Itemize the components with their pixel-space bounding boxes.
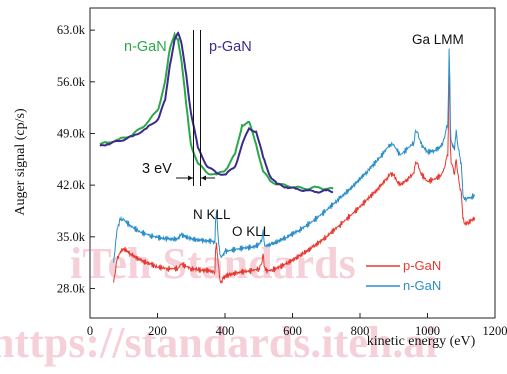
legend: p-GaN n-GaN xyxy=(366,258,441,293)
y-tick-label: 49.0k xyxy=(57,126,86,140)
x-tick-label: 600 xyxy=(283,324,302,338)
y-axis-title: Auger signal (cp/s) xyxy=(13,108,28,216)
peak-label-ga-lmm: Ga LMM xyxy=(412,32,464,47)
legend-label-p-gan: p-GaN xyxy=(403,258,441,273)
y-tick-label: 35.0k xyxy=(57,230,86,244)
x-tick-label: 400 xyxy=(216,324,235,338)
inset-line-n-gan xyxy=(99,31,334,191)
inset-zoom xyxy=(99,30,334,194)
x-axis: 0 200 400 600 800 1000 1200 xyxy=(87,313,507,338)
peak-label-n-kll: N KLL xyxy=(193,207,231,222)
x-tick-label: 200 xyxy=(148,324,167,338)
x-tick-label: 0 xyxy=(87,324,93,338)
series-lines xyxy=(113,48,476,284)
inset-line-p-gan xyxy=(99,31,334,194)
x-tick-label: 1200 xyxy=(483,324,507,338)
y-axis: 28.0k 35.0k 42.0k 49.0k 56.0k 63.0k xyxy=(57,23,95,295)
watermark-line-1: iTeh Standards xyxy=(70,239,356,288)
peak-label-o-kll: O KLL xyxy=(232,224,271,239)
y-tick-label: 63.0k xyxy=(57,23,86,37)
series-line-p-gan xyxy=(113,59,476,284)
x-axis-title: kinetic energy (eV) xyxy=(367,334,476,349)
x-tick-label: 1000 xyxy=(415,324,440,338)
y-tick-label: 56.0k xyxy=(57,75,86,89)
watermark-line-2: https://standards.iteh.ai xyxy=(0,318,437,367)
inset-label-n-gan: n-GaN xyxy=(124,39,167,55)
inset-width-arrowhead-right xyxy=(201,175,206,181)
legend-label-n-gan: n-GaN xyxy=(403,278,441,293)
inset-label-p-gan: p-GaN xyxy=(209,39,252,55)
series-line-n-gan xyxy=(113,48,476,263)
y-tick-label: 42.0k xyxy=(57,178,86,192)
x-tick-label: 800 xyxy=(351,324,370,338)
inset-label-width: 3 eV xyxy=(142,161,172,177)
y-tick-label: 28.0k xyxy=(57,281,86,295)
inset-width-arrowhead-left xyxy=(188,175,193,181)
